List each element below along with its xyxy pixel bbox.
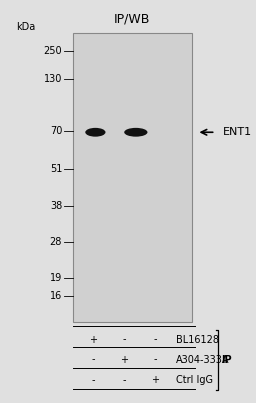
Text: -: - [153,334,157,345]
Text: BL16128: BL16128 [176,334,219,345]
Text: 130: 130 [44,75,62,85]
Text: -: - [122,334,126,345]
Text: A304-333A: A304-333A [176,355,230,365]
Text: 51: 51 [50,164,62,174]
Text: 16: 16 [50,291,62,301]
Text: 70: 70 [50,127,62,137]
Text: Ctrl IgG: Ctrl IgG [176,375,213,384]
Text: 28: 28 [50,237,62,247]
Text: IP: IP [221,355,232,365]
Text: -: - [122,375,126,384]
Text: -: - [153,355,157,365]
Text: +: + [89,334,97,345]
Ellipse shape [85,128,105,137]
Text: kDa: kDa [16,23,35,32]
Text: 19: 19 [50,272,62,283]
Ellipse shape [124,128,147,137]
Bar [73,33,192,322]
Text: ENT1: ENT1 [223,127,252,137]
Text: -: - [91,355,95,365]
Text: IP/WB: IP/WB [114,13,151,26]
Text: 38: 38 [50,201,62,210]
Text: +: + [151,375,159,384]
Text: 250: 250 [44,46,62,56]
Text: +: + [120,355,128,365]
Text: -: - [91,375,95,384]
